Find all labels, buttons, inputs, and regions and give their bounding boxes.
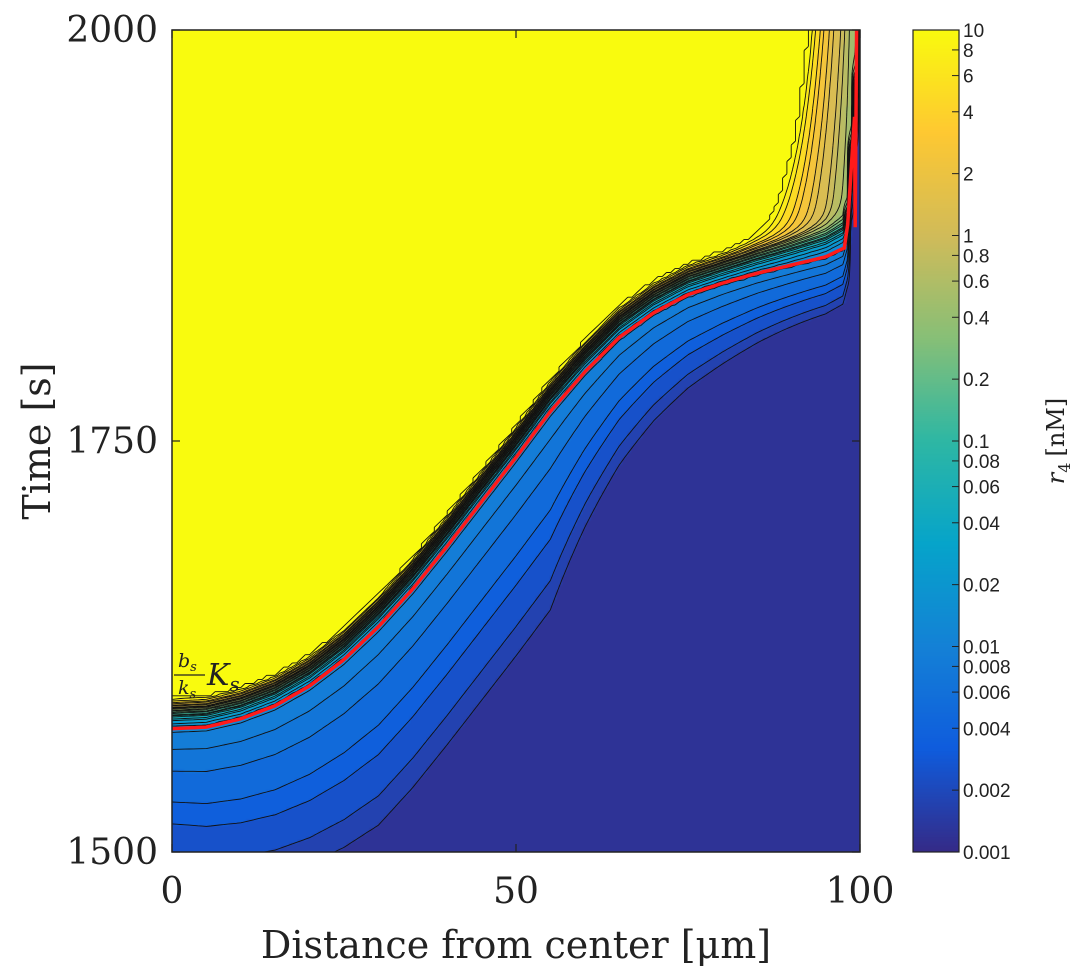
contour-line: [172, 30, 817, 702]
contour-line: [172, 30, 809, 697]
curve-label-main: Ks: [206, 658, 240, 696]
curve-label-numerator: bs: [178, 650, 197, 675]
colorbar-tick-label: 8: [963, 41, 974, 62]
colorbar-tick-label: 10: [963, 21, 984, 42]
contour-line: [172, 30, 830, 706]
colorbar-tick-label: 0.006: [963, 683, 1011, 704]
x-tick-label: 0: [161, 871, 184, 912]
y-tick-label: 1500: [66, 832, 158, 873]
y-axis-label: Time [s]: [15, 362, 59, 519]
y-tick-label: 2000: [66, 10, 158, 51]
contour-line: [172, 30, 813, 700]
x-tick-label: 100: [826, 871, 895, 912]
colorbar-tick-label: 4: [963, 103, 974, 124]
y-tick-label: 1750: [66, 421, 158, 462]
x-axis-label: Distance from center [μm]: [261, 923, 771, 967]
colorbar-tick-label: 0.8: [963, 246, 989, 267]
threshold-curve: [172, 30, 859, 731]
colorbar-tick-label: 0.04: [963, 514, 1000, 535]
plot-area: [172, 30, 860, 852]
colorbar-tick-label: 0.001: [963, 843, 1011, 864]
colorbar-gradient: [913, 30, 959, 852]
colorbar-tick-label: 0.2: [963, 370, 989, 391]
contour-line: [172, 30, 850, 710]
colorbar-tick-label: 0.1: [963, 432, 989, 453]
colorbar-tick-label: 0.08: [963, 452, 1000, 473]
threshold-curve-label: bs ks Ks: [174, 650, 240, 702]
colorbar-tick-label: 0.002: [963, 781, 1011, 802]
colorbar-tick-label: 0.008: [963, 657, 1011, 678]
colorbar-tick-label: 0.01: [963, 638, 1000, 659]
colorbar-tick-label: 0.6: [963, 272, 989, 293]
curve-label-denominator: ks: [178, 677, 197, 702]
colorbar-tick-label: 2: [963, 165, 974, 186]
colorbar-tick-label: 0.4: [963, 308, 990, 329]
colorbar-tick-label: 0.02: [963, 576, 1000, 597]
axis-ticks: 0 50 100 1500 1750 2000: [66, 10, 894, 912]
x-tick-label: 50: [493, 871, 539, 912]
colorbar-tick-label: 0.06: [963, 478, 1000, 499]
colorbar-tick-label: 6: [963, 67, 974, 88]
contour-line: [172, 30, 821, 704]
colorbar-tick-label: 0.004: [963, 719, 1011, 740]
contour-line: [172, 30, 857, 711]
contour-line: [172, 30, 842, 708]
contour-line: [172, 30, 835, 707]
colorbar-label: r4[nM]: [1042, 398, 1074, 484]
colorbar-tick-label: 1: [963, 227, 974, 248]
contour-line: [172, 30, 825, 705]
